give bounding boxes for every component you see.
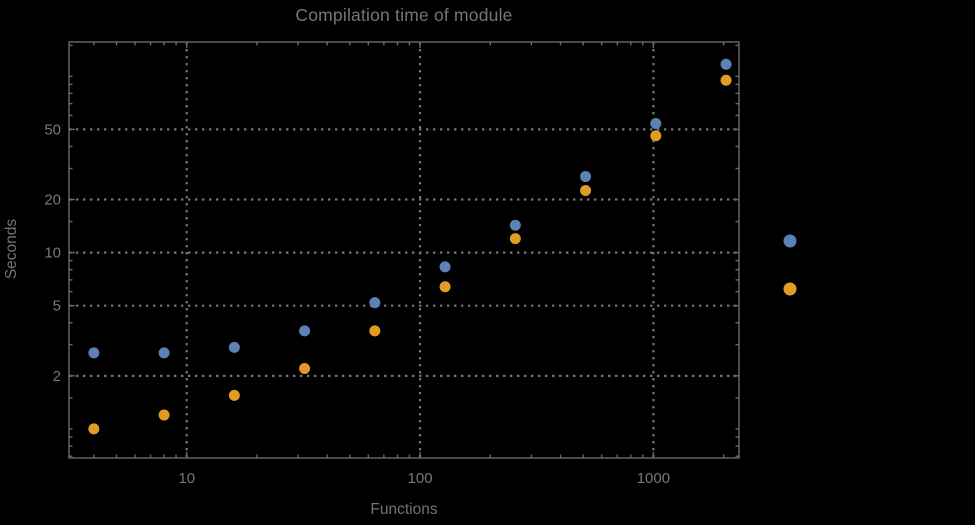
data-point-orange bbox=[88, 423, 100, 435]
x-tick-label: 10 bbox=[178, 470, 195, 487]
data-point-orange bbox=[650, 130, 662, 142]
data-point-blue bbox=[509, 219, 521, 231]
data-point-blue bbox=[88, 347, 100, 359]
data-point-orange bbox=[299, 363, 311, 375]
chart-title: Compilation time of module bbox=[295, 5, 513, 25]
y-tick-label: 10 bbox=[44, 245, 61, 262]
data-point-blue bbox=[299, 325, 311, 337]
x-tick-label: 100 bbox=[408, 470, 433, 487]
data-point-blue bbox=[439, 261, 451, 273]
y-tick-label: 20 bbox=[44, 192, 61, 209]
x-tick-label: 1000 bbox=[637, 470, 670, 487]
legend-marker-1 bbox=[783, 234, 797, 248]
x-axis-label: Functions bbox=[370, 501, 438, 518]
data-point-orange bbox=[509, 233, 521, 245]
data-point-blue bbox=[720, 58, 732, 70]
plot-frame bbox=[68, 41, 740, 459]
data-point-blue bbox=[158, 347, 170, 359]
data-point-orange bbox=[580, 185, 592, 197]
y-tick-label: 50 bbox=[44, 121, 61, 138]
y-tick-label: 2 bbox=[53, 368, 61, 385]
data-point-orange bbox=[369, 325, 381, 337]
data-point-blue bbox=[650, 117, 662, 129]
data-point-blue bbox=[580, 171, 592, 183]
data-point-orange bbox=[720, 74, 732, 86]
data-point-orange bbox=[228, 389, 240, 401]
data-point-blue bbox=[369, 297, 381, 309]
data-point-orange bbox=[158, 409, 170, 421]
data-point-orange bbox=[439, 281, 451, 293]
legend-marker-2 bbox=[783, 282, 797, 296]
y-tick-label: 5 bbox=[53, 298, 61, 315]
data-point-blue bbox=[228, 341, 240, 353]
